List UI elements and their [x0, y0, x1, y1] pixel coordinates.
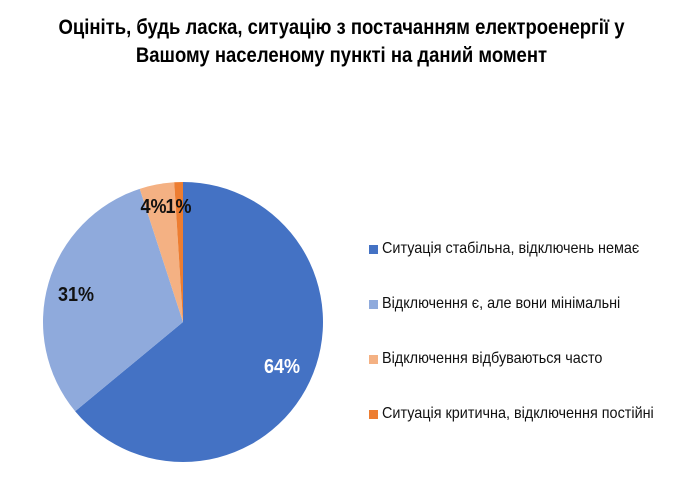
legend-label: Ситуація критична, відключення постійні — [382, 405, 654, 422]
slice-label-frequent: 4% — [140, 196, 167, 218]
slice-critical — [174, 182, 183, 322]
slice-label-minimal: 31% — [58, 284, 95, 306]
legend-swatch-critical — [369, 409, 378, 419]
slice-stable — [75, 182, 323, 462]
slice-frequent — [139, 182, 183, 322]
legend-label: Відключення є, але вони мінімальні — [382, 295, 621, 312]
legend-label: Ситуація стабільна, відключень немає — [382, 240, 640, 257]
chart-title: Оцініть, будь ласка, ситуацію з постачан… — [41, 14, 642, 70]
chart-title-line-2: Вашому населеному пункті на даний момент — [135, 44, 548, 67]
legend-label: Відключення відбуваються часто — [382, 350, 603, 367]
slice-minimal — [42, 188, 183, 412]
legend-item-stable: Ситуація стабільна, відключень немає — [369, 240, 668, 258]
legend-swatch-frequent — [369, 354, 378, 364]
legend-swatch-minimal — [369, 299, 378, 309]
legend-item-minimal: Відключення є, але вони мінімальні — [369, 295, 647, 313]
legend-item-critical: Ситуація критична, відключення постійні — [369, 405, 683, 423]
slice-label-critical: 1% — [165, 196, 192, 218]
slice-label-stable: 64% — [264, 356, 301, 378]
chart-title-line-1: Оцініть, будь ласка, ситуацію з постачан… — [58, 16, 625, 39]
legend-item-frequent: Відключення відбуваються часто — [369, 350, 627, 368]
legend-swatch-stable — [369, 244, 378, 254]
